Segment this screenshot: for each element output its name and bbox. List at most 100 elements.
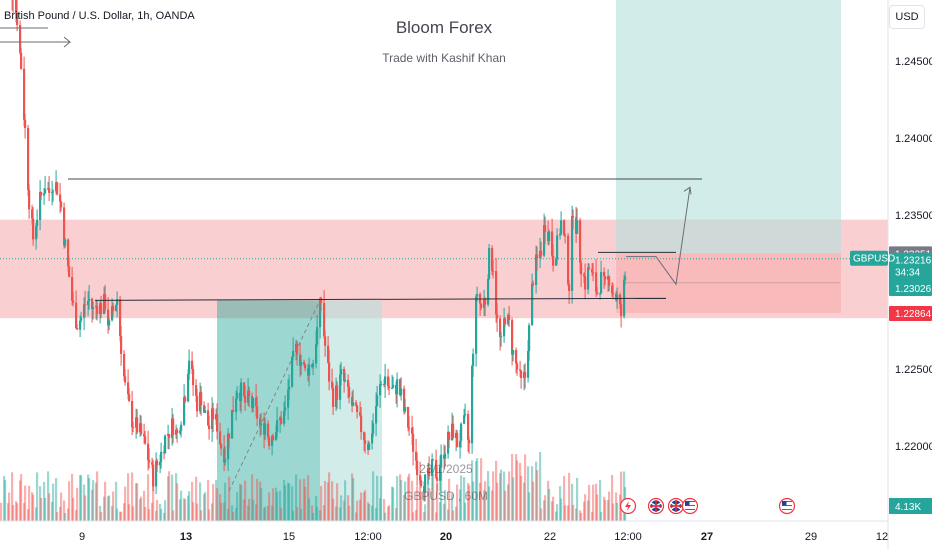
candle[interactable] <box>268 437 270 445</box>
candle[interactable] <box>324 336 326 345</box>
uk-flag-icon[interactable] <box>669 499 684 514</box>
candle[interactable] <box>444 454 446 459</box>
candle[interactable] <box>520 370 522 378</box>
candle[interactable] <box>220 444 222 449</box>
lightning-icon[interactable] <box>621 499 636 514</box>
candle[interactable] <box>156 461 158 466</box>
candle[interactable] <box>384 376 386 384</box>
candle[interactable] <box>488 248 490 279</box>
long-position-target-zone[interactable] <box>616 0 841 253</box>
candle[interactable] <box>364 440 366 444</box>
candle[interactable] <box>88 299 90 301</box>
candle[interactable] <box>496 315 498 319</box>
candle[interactable] <box>452 424 454 438</box>
candle[interactable] <box>623 280 625 317</box>
candle[interactable] <box>44 189 46 193</box>
candle[interactable] <box>23 69 25 120</box>
candle[interactable] <box>60 201 62 207</box>
candle[interactable] <box>608 276 610 286</box>
candle[interactable] <box>484 300 486 305</box>
candle[interactable] <box>48 188 50 193</box>
currency-button[interactable]: USD <box>889 5 925 29</box>
candle[interactable] <box>471 366 473 443</box>
candle[interactable] <box>204 410 206 412</box>
candle[interactable] <box>52 191 54 192</box>
candle[interactable] <box>404 407 406 411</box>
candle[interactable] <box>96 306 98 314</box>
candle[interactable] <box>208 426 210 429</box>
candle[interactable] <box>108 320 110 325</box>
candle[interactable] <box>300 362 302 366</box>
candle[interactable] <box>392 385 394 388</box>
candle[interactable] <box>500 336 502 337</box>
candle[interactable] <box>531 284 533 326</box>
candle[interactable] <box>172 418 174 434</box>
candle[interactable] <box>235 398 237 412</box>
candle[interactable] <box>184 397 186 401</box>
candle[interactable] <box>231 410 233 439</box>
candle[interactable] <box>436 478 438 481</box>
candle[interactable] <box>84 304 86 305</box>
candle[interactable] <box>504 318 506 324</box>
candle[interactable] <box>624 277 626 280</box>
candle[interactable] <box>316 327 318 344</box>
candle[interactable] <box>560 220 562 234</box>
candle[interactable] <box>40 192 42 195</box>
candle[interactable] <box>124 376 126 382</box>
candle[interactable] <box>552 256 554 266</box>
candle[interactable] <box>64 240 66 246</box>
candle[interactable] <box>180 425 182 431</box>
candle[interactable] <box>536 255 538 258</box>
candle[interactable] <box>352 402 354 405</box>
candle[interactable] <box>252 398 254 408</box>
candle[interactable] <box>112 306 114 311</box>
candle[interactable] <box>544 225 546 232</box>
candle[interactable] <box>68 266 70 277</box>
candle[interactable] <box>244 396 246 403</box>
candle[interactable] <box>355 402 357 405</box>
candle[interactable] <box>43 193 45 195</box>
candle[interactable] <box>388 387 390 388</box>
candle[interactable] <box>563 220 565 235</box>
candle[interactable] <box>100 303 102 314</box>
uk-flag-icon[interactable] <box>649 499 664 514</box>
candle[interactable] <box>467 414 469 440</box>
candle[interactable] <box>168 434 170 438</box>
candle[interactable] <box>303 362 305 364</box>
candle[interactable] <box>288 387 290 390</box>
candle[interactable] <box>219 432 221 444</box>
level-price-badge[interactable]: 1.23026 <box>889 281 932 296</box>
candle[interactable] <box>248 390 250 396</box>
candle[interactable] <box>120 336 122 354</box>
us-flag-icon[interactable] <box>780 499 795 514</box>
candle[interactable] <box>564 235 566 236</box>
candle[interactable] <box>600 272 602 293</box>
candle[interactable] <box>576 220 578 234</box>
candle[interactable] <box>412 434 414 452</box>
candle[interactable] <box>604 276 606 279</box>
candle[interactable] <box>59 194 61 201</box>
candle[interactable] <box>56 182 58 194</box>
candle[interactable] <box>475 297 477 354</box>
candle[interactable] <box>216 414 218 431</box>
candle[interactable] <box>556 235 558 259</box>
candle[interactable] <box>212 408 214 419</box>
candle[interactable] <box>508 315 510 320</box>
candle[interactable] <box>380 384 382 385</box>
candle[interactable] <box>312 363 314 366</box>
candle[interactable] <box>32 219 34 240</box>
candle[interactable] <box>464 414 466 415</box>
candle[interactable] <box>336 385 338 399</box>
candle[interactable] <box>280 418 282 424</box>
candle[interactable] <box>308 365 310 376</box>
candle[interactable] <box>276 420 278 432</box>
candle[interactable] <box>27 128 29 190</box>
candle[interactable] <box>76 328 78 329</box>
candle[interactable] <box>548 231 550 241</box>
candle[interactable] <box>516 363 518 369</box>
candle[interactable] <box>472 354 474 366</box>
candle[interactable] <box>396 379 398 394</box>
candle[interactable] <box>291 357 293 387</box>
candle[interactable] <box>568 284 570 291</box>
